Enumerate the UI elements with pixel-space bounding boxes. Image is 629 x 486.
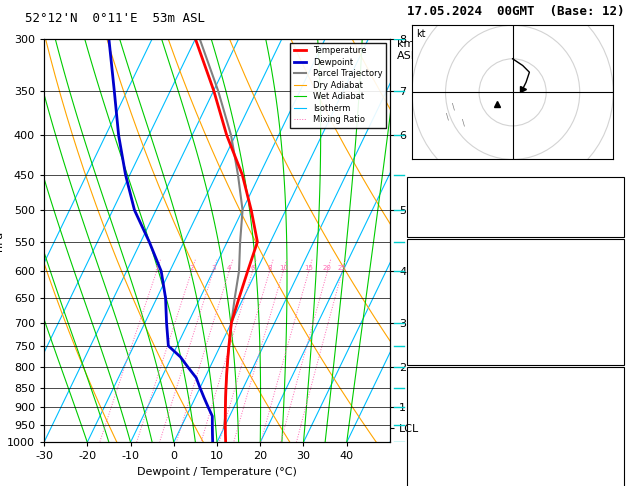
Text: 3: 3: [614, 420, 620, 430]
Text: CAPE (J): CAPE (J): [411, 436, 459, 446]
Text: \: \: [462, 119, 465, 128]
Text: PW (cm): PW (cm): [411, 217, 453, 227]
Legend: Temperature, Dewpoint, Parcel Trajectory, Dry Adiabat, Wet Adiabat, Isotherm, Mi: Temperature, Dewpoint, Parcel Trajectory…: [291, 43, 386, 128]
Text: 3: 3: [614, 309, 620, 318]
Text: 6: 6: [250, 265, 255, 271]
Text: θₑ(K): θₑ(K): [411, 292, 441, 302]
Text: 15: 15: [304, 265, 313, 271]
Text: 38: 38: [608, 325, 620, 335]
Text: 25: 25: [338, 265, 347, 271]
Text: 1.96: 1.96: [596, 217, 620, 227]
Text: Temp (°C): Temp (°C): [411, 259, 464, 269]
Text: Totals Totals: Totals Totals: [411, 201, 488, 210]
Text: Lifted Index: Lifted Index: [411, 420, 482, 430]
Text: CAPE (J): CAPE (J): [411, 325, 459, 335]
Text: 304: 304: [603, 292, 620, 302]
Text: \: \: [452, 102, 455, 111]
Text: 304: 304: [603, 403, 620, 413]
Text: 8: 8: [614, 342, 620, 351]
Text: 8: 8: [614, 453, 620, 463]
Text: 17.05.2024  00GMT  (Base: 12): 17.05.2024 00GMT (Base: 12): [407, 5, 625, 18]
Text: 8: 8: [267, 265, 272, 271]
Text: 2: 2: [189, 265, 194, 271]
Text: 1003: 1003: [596, 387, 620, 397]
Text: 48: 48: [608, 201, 620, 210]
Text: 3: 3: [211, 265, 216, 271]
Text: 12: 12: [608, 259, 620, 269]
Text: CIN (J): CIN (J): [411, 342, 453, 351]
Text: 4: 4: [227, 265, 231, 271]
Text: 9: 9: [614, 276, 620, 285]
Y-axis label: hPa: hPa: [0, 230, 4, 251]
Text: \: \: [445, 112, 448, 121]
Text: θₑ (K): θₑ (K): [411, 403, 447, 413]
Text: 52°12'N  0°11'E  53m ASL: 52°12'N 0°11'E 53m ASL: [25, 12, 205, 25]
Text: kt: kt: [416, 29, 426, 39]
Text: Most Unstable: Most Unstable: [477, 372, 554, 382]
Text: 10: 10: [279, 265, 287, 271]
Text: 38: 38: [608, 436, 620, 446]
Text: 1: 1: [154, 265, 159, 271]
FancyBboxPatch shape: [407, 239, 625, 364]
Text: 25: 25: [608, 184, 620, 194]
Text: Lifted Index: Lifted Index: [411, 309, 482, 318]
Text: CIN (J): CIN (J): [411, 453, 453, 463]
Text: 20: 20: [323, 265, 332, 271]
X-axis label: Dewpoint / Temperature (°C): Dewpoint / Temperature (°C): [137, 467, 297, 477]
Text: K: K: [411, 184, 418, 194]
Text: ASL: ASL: [397, 51, 418, 61]
Text: Pressure (mb): Pressure (mb): [411, 387, 488, 397]
Text: © weatheronline.co.uk: © weatheronline.co.uk: [454, 471, 577, 481]
Text: Dewp (°C): Dewp (°C): [411, 276, 464, 285]
FancyBboxPatch shape: [407, 177, 625, 237]
FancyBboxPatch shape: [407, 367, 625, 486]
Text: km: km: [397, 39, 415, 49]
Text: Surface: Surface: [495, 244, 537, 254]
